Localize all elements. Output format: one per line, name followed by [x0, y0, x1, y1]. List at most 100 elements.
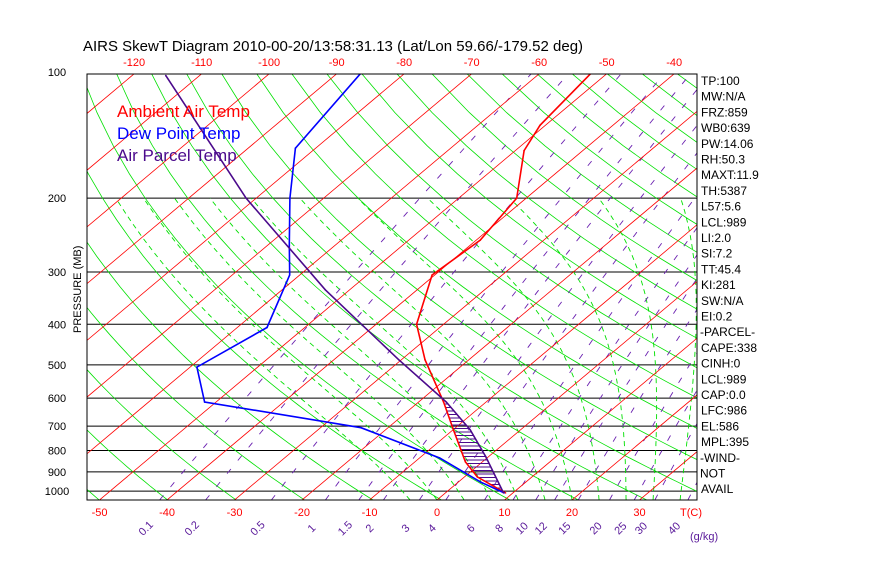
dry-adiabat — [186, 72, 716, 500]
mixing-ratio-tick: 0.2 — [183, 519, 202, 538]
dewpoint-temp-line-point — [204, 401, 206, 403]
bottom-temp-tick: -30 — [227, 507, 243, 519]
mixing-ratio-tick: 4 — [426, 522, 439, 535]
mixing-ratio-tick: 40 — [666, 520, 683, 537]
top-temp-tick: -120 — [123, 57, 145, 69]
x-axis-label: T(C) — [680, 507, 702, 519]
dry-adiabat — [360, 72, 870, 500]
isotherm — [0, 72, 136, 500]
ambient-temp-line-point — [539, 124, 541, 126]
mixing-ratio-tick: 30 — [633, 520, 650, 537]
stat-item: FRZ:859 — [701, 105, 748, 119]
stat-item: MAXT:11.9 — [701, 168, 759, 182]
bottom-temp-tick: -20 — [294, 507, 310, 519]
ambient-temp-line-point — [479, 239, 481, 241]
stat-item: EL:586 — [701, 419, 739, 433]
bottom-temp-tick: -10 — [362, 507, 378, 519]
dewpoint-temp-line-point — [266, 327, 268, 329]
stat-item: MPL:395 — [701, 435, 749, 449]
mixing-ratio-tick: 8 — [493, 522, 506, 535]
pressure-tick: 900 — [48, 467, 66, 479]
dry-adiabat — [325, 72, 870, 500]
pressure-tick: 800 — [48, 445, 66, 457]
dewpoint-temp-line-point — [295, 147, 297, 149]
legend-dewpoint: Dew Point Temp — [117, 124, 240, 143]
isotherm — [0, 72, 1, 500]
isotherm — [235, 72, 744, 500]
pressure-tick: 300 — [48, 267, 66, 279]
pressure-tick: 400 — [48, 319, 66, 331]
ambient-temp-line-point — [424, 359, 426, 361]
ambient-temp-line-point — [416, 324, 418, 326]
stat-item: AVAIL — [701, 482, 734, 496]
parcel-temp-line-point — [470, 429, 472, 431]
mixing-ratio-tick: 1.5 — [336, 519, 355, 538]
legend-parcel: Air Parcel Temp — [117, 146, 237, 165]
stat-item: RH:50.3 — [701, 153, 745, 167]
dewpoint-temp-line-point — [196, 366, 198, 368]
stat-item: LI:2.0 — [701, 231, 731, 245]
stat-item: TP:100 — [701, 74, 740, 88]
pressure-tick: 500 — [48, 360, 66, 372]
mixing-ratio-tick: 25 — [612, 520, 629, 537]
dry-adiabat — [850, 72, 870, 500]
stat-item: EI:0.2 — [701, 310, 733, 324]
isotherm — [437, 72, 870, 500]
top-temp-ticks: -120-110-100-90-80-70-60-50-40 — [123, 57, 682, 69]
moist-adiabat — [210, 198, 491, 500]
ambient-temp-line-point — [453, 429, 455, 431]
pressure-tick: 200 — [48, 193, 66, 205]
stat-item: L57:5.6 — [701, 200, 741, 214]
mixing-ratio-tick: 2 — [364, 522, 377, 535]
dry-adiabat — [745, 72, 870, 500]
dewpoint-temp-line-point — [289, 274, 291, 276]
y-axis-label: PRESSURE (MB) — [72, 246, 84, 333]
legend: Ambient Air Temp Dew Point Temp Air Parc… — [117, 102, 250, 165]
dry-adiabat — [0, 72, 99, 500]
top-temp-tick: -50 — [599, 57, 615, 69]
top-temp-tick: -80 — [396, 57, 412, 69]
ambient-temp-line — [417, 74, 591, 493]
dry-adiabat — [0, 72, 31, 500]
mixing-ratio-line — [271, 72, 622, 500]
sounding-stats: TP:100MW:N/AFRZ:859WB0:639PW:14.06RH:50.… — [700, 74, 759, 496]
ambient-temp-line-point — [465, 461, 467, 463]
mixing-ratio-tick: 0.5 — [248, 519, 267, 538]
chart-title: AIRS SkewT Diagram 2010-00-20/13:58:31.1… — [83, 38, 583, 55]
bottom-temp-tick: 20 — [566, 507, 578, 519]
isotherm — [370, 72, 870, 500]
stat-item: SI:7.2 — [701, 247, 733, 261]
isotherm — [167, 72, 676, 500]
top-temp-tick: -60 — [531, 57, 547, 69]
dewpoint-temp-line-point — [439, 457, 441, 459]
ambient-temp-line-point — [516, 197, 518, 199]
dry-adiabat — [780, 72, 870, 500]
dry-adiabat — [640, 72, 870, 500]
parcel-temp-line-point — [245, 197, 247, 199]
mixing-ratio-tick: 1 — [306, 522, 319, 535]
stat-item: PW:14.06 — [701, 137, 754, 151]
ambient-temp-line-point — [523, 150, 525, 152]
stat-item: NOT — [700, 467, 726, 481]
pressure-tick: 600 — [48, 393, 66, 405]
stat-item: CAPE:338 — [701, 341, 757, 355]
stat-item: SW:N/A — [701, 294, 743, 308]
bottom-temp-tick: 30 — [633, 507, 645, 519]
mixing-ratio-tick: 12 — [533, 520, 550, 537]
top-temp-tick: -70 — [464, 57, 480, 69]
dewpoint-temp-line-point — [289, 197, 291, 199]
pressure-tick: 1000 — [45, 486, 69, 498]
dewpoint-temp-line-point — [289, 244, 291, 246]
ambient-temp-line-point — [431, 274, 433, 276]
legend-ambient: Ambient Air Temp — [117, 102, 250, 121]
stat-item: KI:281 — [701, 278, 736, 292]
mixing-ratio-line — [206, 72, 570, 500]
mixing-ratio-line — [383, 72, 711, 500]
parcel-temp-line-point — [445, 401, 447, 403]
stat-item: MW:N/A — [701, 90, 745, 104]
isotherm — [775, 72, 870, 500]
ambient-temp-line-point — [477, 476, 479, 478]
